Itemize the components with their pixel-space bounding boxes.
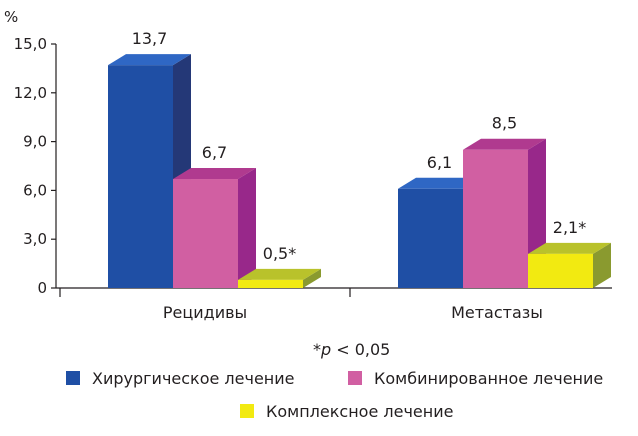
legend: Хирургическое лечение Комбинированное леч… xyxy=(66,369,603,421)
y-tick-label: 0 xyxy=(37,279,47,297)
category-label: Рецидивы xyxy=(163,303,247,322)
legend-swatch xyxy=(240,404,254,418)
bar-side xyxy=(238,168,256,288)
legend-swatch xyxy=(348,371,362,385)
y-axis-label: % xyxy=(4,8,18,26)
y-tick-label: 9,0 xyxy=(23,133,47,151)
footnote-p: p xyxy=(320,340,331,359)
bar-front xyxy=(238,279,303,288)
footnote-star: * xyxy=(313,340,321,359)
data-label: 8,5 xyxy=(492,114,517,133)
bar-top xyxy=(173,168,256,180)
y-tick-label: 3,0 xyxy=(23,230,47,248)
bar-side xyxy=(303,268,321,288)
bar-top xyxy=(238,268,321,280)
bar xyxy=(238,268,321,288)
y-tick-label: 15,0 xyxy=(14,35,47,53)
bar-front xyxy=(528,253,593,288)
legend-label: Комплексное лечение xyxy=(266,402,453,421)
bar xyxy=(173,168,256,288)
bar-side xyxy=(593,242,611,288)
legend-label: Комбинированное лечение xyxy=(374,369,603,388)
data-label: 0,5* xyxy=(263,244,296,263)
data-label: 6,7 xyxy=(202,143,227,162)
legend-label: Хирургическое лечение xyxy=(92,369,295,388)
footnote-rest: < 0,05 xyxy=(331,340,390,359)
data-label: 2,1* xyxy=(553,218,586,237)
bar-top xyxy=(463,138,546,150)
bar-top xyxy=(108,54,191,66)
data-label: 6,1 xyxy=(427,153,452,172)
bar-top xyxy=(398,177,481,189)
y-tick-label: 6,0 xyxy=(23,181,47,199)
bar-front xyxy=(463,149,528,288)
y-tick-label: 12,0 xyxy=(14,84,47,102)
bar-front xyxy=(173,179,238,288)
footnote: *p < 0,05 xyxy=(313,340,390,359)
category-label: Метастазы xyxy=(451,303,543,322)
bar-front xyxy=(398,188,463,288)
data-label: 13,7 xyxy=(132,29,168,48)
bar-top xyxy=(528,242,611,254)
legend-swatch xyxy=(66,371,80,385)
bar-front xyxy=(108,65,173,288)
bar xyxy=(528,242,611,288)
